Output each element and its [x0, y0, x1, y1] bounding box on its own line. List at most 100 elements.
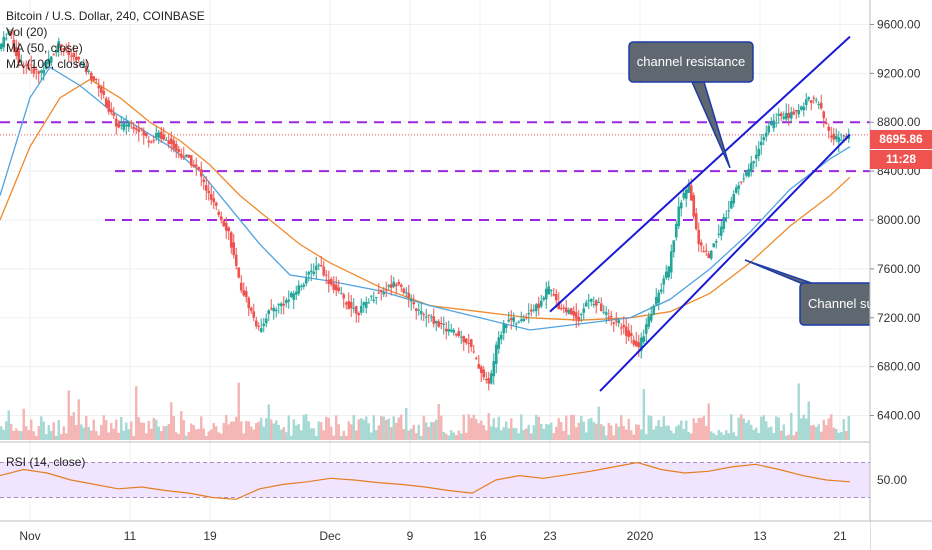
- volume-bar: [627, 418, 630, 440]
- volume-bar: [352, 415, 355, 440]
- volume-bar: [237, 382, 240, 440]
- volume-bar: [815, 426, 818, 440]
- rsi-legend: RSI (14, close): [6, 455, 86, 469]
- volume-bar: [487, 413, 490, 440]
- volume-bar: [525, 428, 528, 440]
- candle-body: [409, 298, 413, 302]
- volume-bar: [427, 426, 430, 440]
- volume-bar: [52, 422, 55, 440]
- candle-body: [384, 289, 388, 291]
- candle-body: [742, 178, 746, 180]
- volume-bar: [637, 424, 640, 440]
- volume-bar: [115, 419, 118, 440]
- volume-bar: [452, 432, 455, 440]
- volume-bar: [520, 414, 523, 440]
- volume-bar: [705, 425, 708, 440]
- volume-bar: [162, 426, 165, 440]
- candle-body: [842, 135, 846, 137]
- candle-body: [824, 122, 828, 124]
- volume-bar: [440, 415, 443, 440]
- candle-body: [477, 363, 481, 369]
- price-tick-label: 9600.00: [877, 17, 921, 31]
- candle-body: [247, 297, 251, 309]
- volume-bar: [230, 421, 233, 440]
- candle-body: [92, 76, 96, 81]
- candle-body: [784, 113, 788, 120]
- volume-bar: [505, 421, 508, 440]
- candle-body: [82, 63, 86, 68]
- volume-bar: [200, 416, 203, 440]
- candle-body: [562, 307, 566, 309]
- volume-bar: [585, 432, 588, 440]
- volume-bar: [235, 416, 238, 440]
- candle-body: [522, 318, 526, 322]
- volume-bar: [500, 430, 503, 440]
- candle-body: [569, 308, 573, 315]
- volume-bar: [565, 415, 568, 440]
- candle-body: [642, 336, 646, 343]
- candle-body: [822, 111, 826, 119]
- volume-bar: [805, 418, 808, 440]
- volume-bar: [30, 419, 33, 440]
- candle-body: [327, 279, 331, 285]
- candle-body: [464, 338, 468, 344]
- candle-body: [144, 133, 148, 136]
- candle-body: [72, 52, 76, 58]
- volume-bar: [532, 425, 535, 440]
- candle-body: [117, 123, 121, 128]
- candle-body: [9, 30, 13, 35]
- candle-body: [454, 333, 458, 336]
- candle-body: [199, 169, 203, 177]
- volume-bar: [410, 428, 413, 440]
- candle-body: [34, 68, 38, 71]
- candle-body: [402, 288, 406, 293]
- volume-bar: [552, 433, 555, 440]
- volume-bar: [212, 422, 215, 440]
- volume-bar: [270, 419, 273, 440]
- volume-bar: [812, 424, 815, 440]
- volume-bar: [502, 426, 505, 440]
- volume-bar: [120, 416, 123, 440]
- candle-body: [567, 309, 571, 314]
- volume-bar: [605, 435, 608, 440]
- volume-bar: [580, 415, 583, 440]
- candle-body: [164, 139, 168, 141]
- volume-bar: [462, 414, 465, 440]
- volume-bar: [160, 431, 163, 440]
- volume-bar: [625, 429, 628, 440]
- candle-body: [667, 266, 671, 278]
- volume-bar: [435, 419, 438, 440]
- volume-bar: [2, 429, 5, 440]
- candle-body: [182, 156, 186, 158]
- volume-bar: [90, 430, 93, 440]
- channel-support-line: [599, 133, 851, 392]
- volume-bar: [470, 418, 473, 440]
- candle-body: [827, 126, 831, 131]
- candle-body: [294, 291, 298, 295]
- candle-body: [817, 104, 821, 106]
- candle-body: [447, 329, 451, 332]
- volume-bar: [707, 403, 710, 440]
- volume-bar: [260, 417, 263, 440]
- candle-body: [439, 323, 443, 325]
- candle-body: [754, 154, 758, 159]
- volume-bar: [672, 433, 675, 440]
- volume-bar: [655, 425, 658, 440]
- volume-bar: [530, 433, 533, 440]
- candle-body: [297, 285, 301, 294]
- volume-bar: [405, 407, 408, 440]
- resistance-label: channel resistance: [637, 54, 745, 69]
- volume-bar: [527, 424, 530, 440]
- candle-body: [599, 303, 603, 312]
- volume-bar: [40, 416, 43, 440]
- candle-body: [27, 67, 31, 70]
- candle-body: [547, 286, 551, 295]
- volume-bar: [647, 415, 650, 440]
- candle-body: [29, 64, 33, 66]
- candle-body: [679, 202, 683, 209]
- candle-body: [727, 210, 731, 212]
- candle-body: [802, 106, 806, 111]
- volume-bar: [117, 432, 120, 440]
